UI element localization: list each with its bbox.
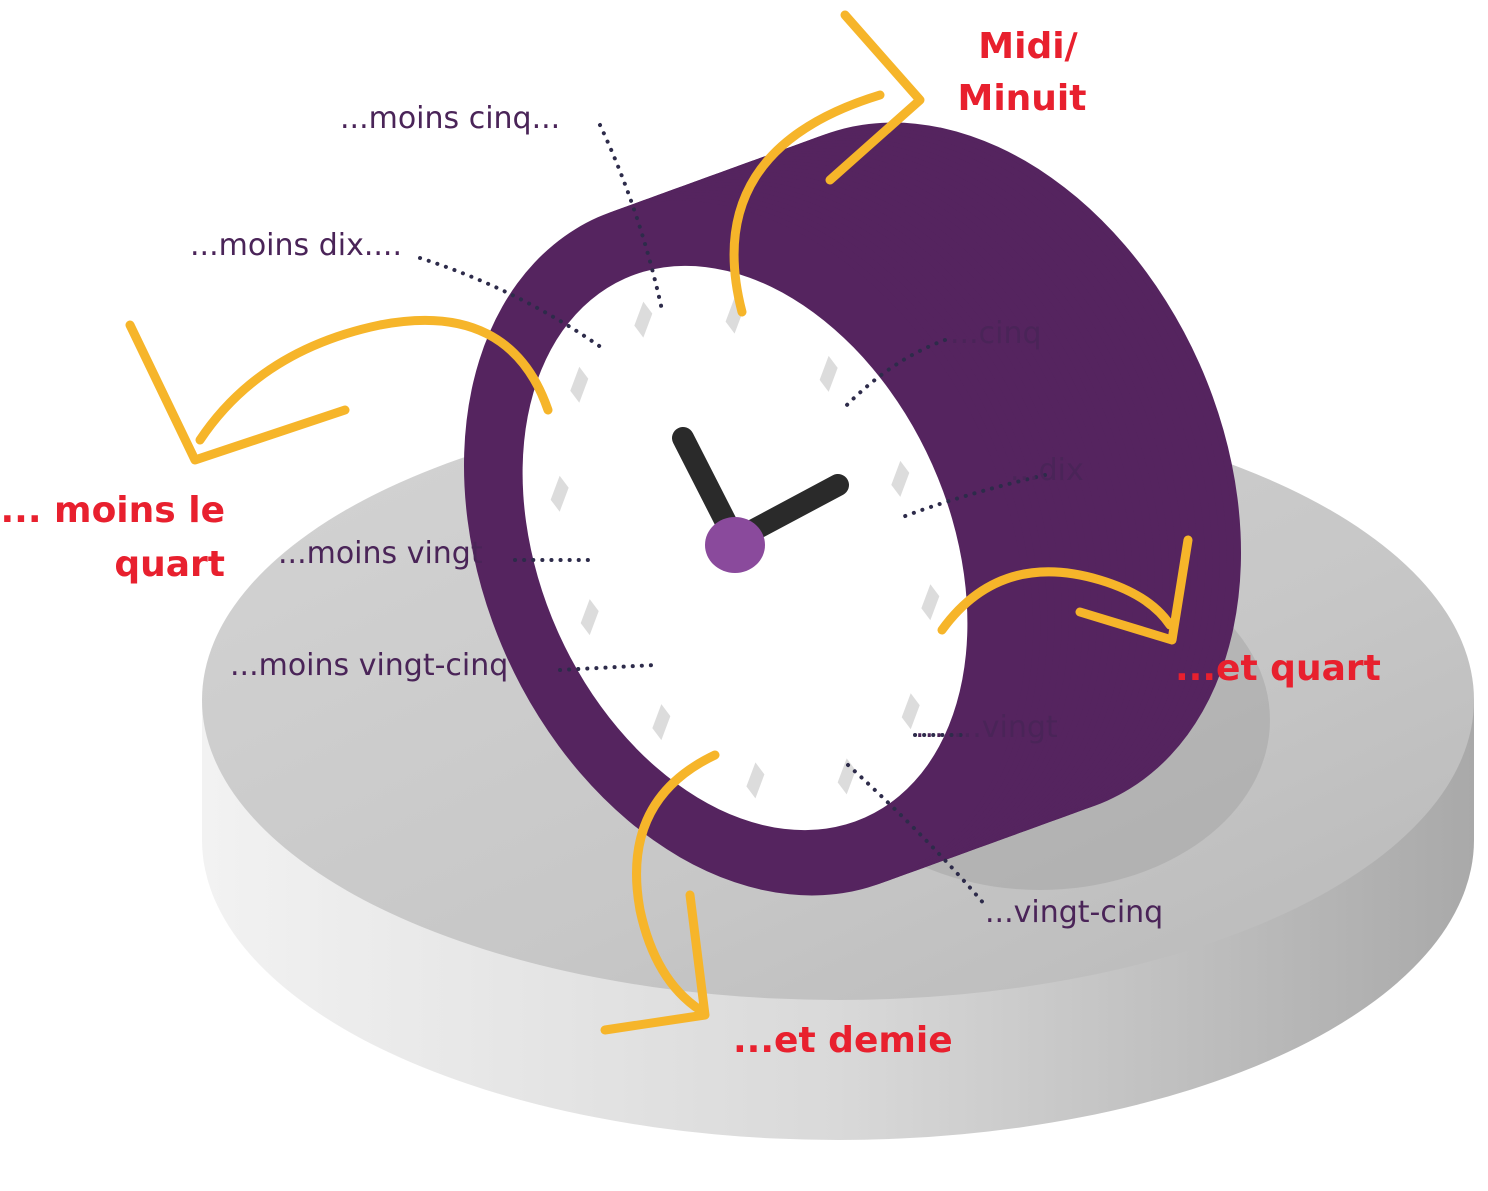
minute-label: ...moins vingt [278, 536, 483, 571]
page: {"labels": {"noon": ["Midi/", "Minuit"],… [0, 0, 1488, 1191]
minute-label: ...dix [1010, 453, 1084, 488]
minute-label: ...moins dix.... [190, 228, 402, 263]
minute-label: ... ...vingt [915, 710, 1058, 745]
clock-diagram: Midi/ Minuit ... moins le quart ...et qu… [0, 0, 1488, 1191]
half-past-label: ...et demie [733, 1020, 953, 1061]
quarter-to-label: quart [114, 544, 225, 585]
quarter-past-label: ...et quart [1175, 648, 1381, 689]
minute-label: ...moins cinq... [340, 101, 560, 136]
minute-label: ...moins vingt-cinq [230, 648, 508, 683]
minute-label: ...cinq [950, 316, 1042, 351]
quarter-to-label: ... moins le [1, 490, 226, 531]
noon-label: Midi/ [978, 26, 1078, 67]
noon-label: Minuit [958, 78, 1087, 119]
minute-label: ...vingt-cinq [985, 895, 1163, 930]
